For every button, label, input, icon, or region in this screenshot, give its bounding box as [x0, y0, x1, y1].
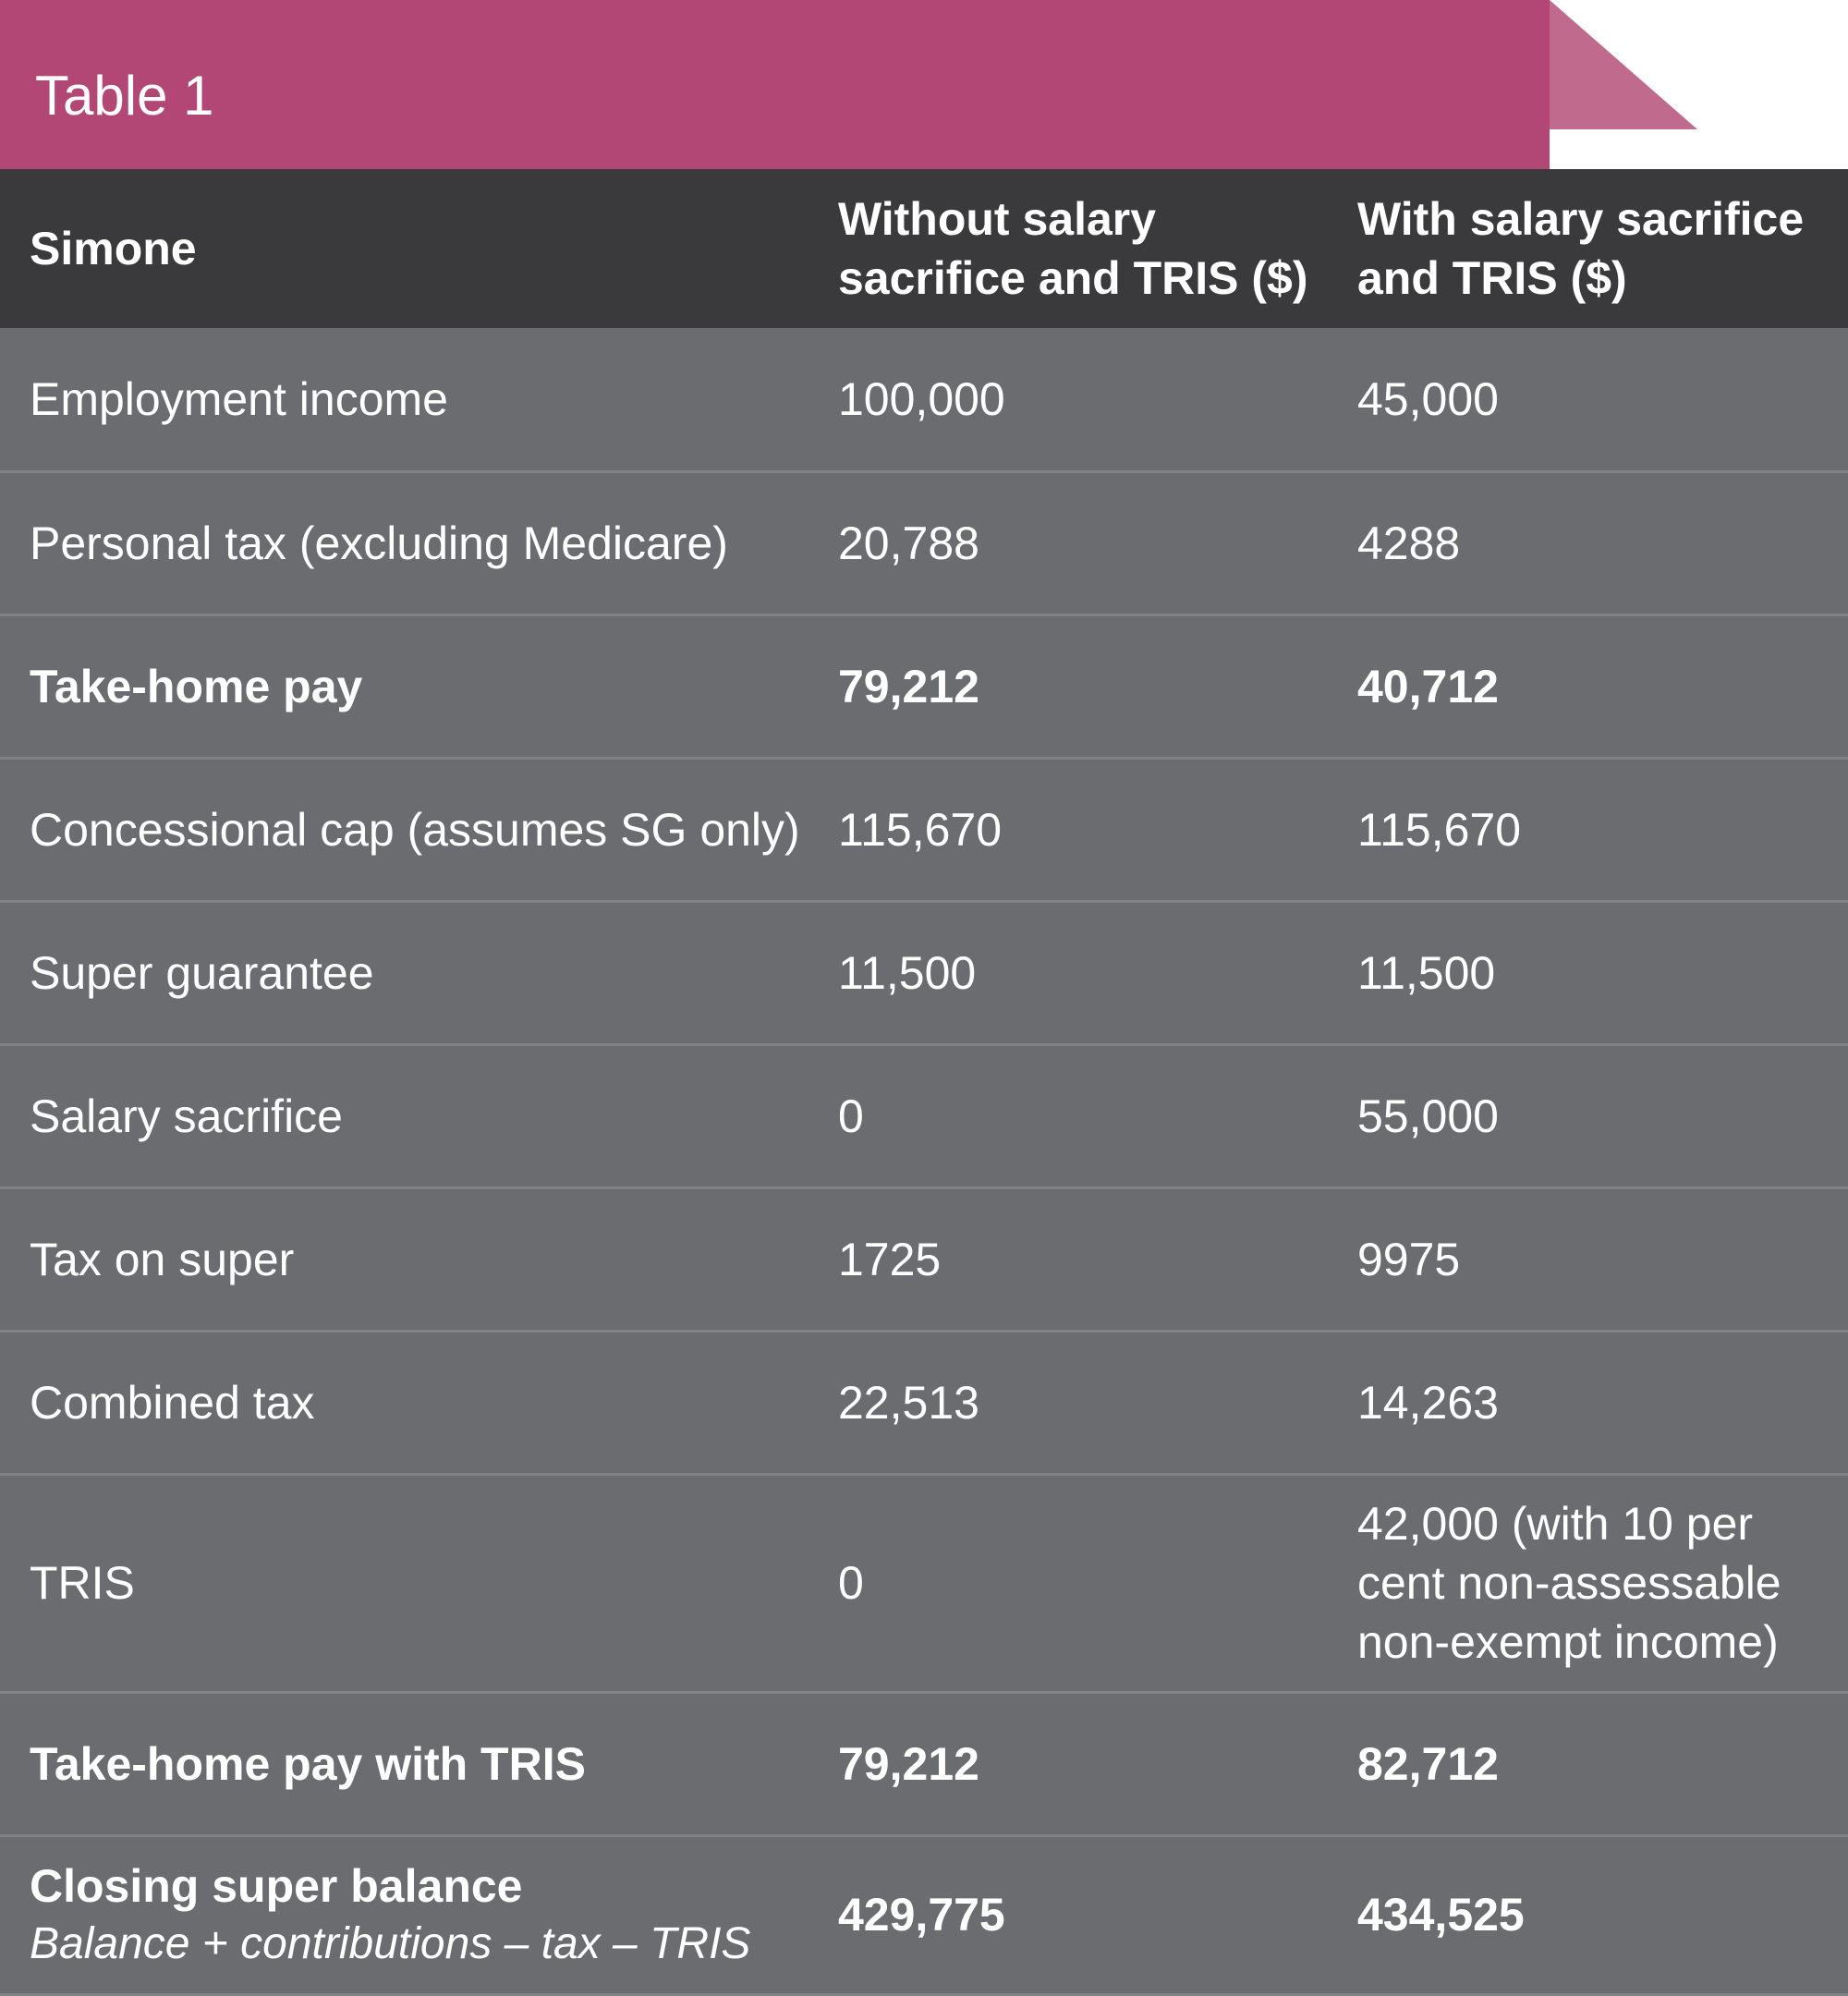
row-label: TRIS	[0, 1474, 808, 1694]
value-with: 14,263	[1328, 1331, 1848, 1476]
value-without: 0	[808, 1044, 1328, 1189]
table-row-salary-sacrifice: Salary sacrifice 0 55,000	[0, 1044, 1848, 1189]
value-without: 11,500	[808, 901, 1328, 1046]
value-with: 434,525	[1328, 1835, 1848, 1996]
row-label: Salary sacrifice	[0, 1044, 808, 1189]
value-without: 79,212	[808, 1692, 1328, 1837]
value-with: 55,000	[1328, 1044, 1848, 1189]
row-label-formula: Balance + contributions – tax – TRIS	[30, 1919, 751, 1968]
table-row-tax-on-super: Tax on super 1725 9975	[0, 1187, 1848, 1333]
value-with: 42,000 (with 10 per cent non-assessable …	[1328, 1474, 1848, 1694]
table-row-personal-tax: Personal tax (excluding Medicare) 20,788…	[0, 471, 1848, 616]
header-without-salary-sacrifice: Without salary sacrifice and TRIS ($)	[808, 169, 1328, 328]
row-label: Tax on super	[0, 1187, 808, 1333]
value-with: 9975	[1328, 1187, 1848, 1333]
table-row-super-guarantee: Super guarantee 11,500 11,500	[0, 901, 1848, 1046]
value-with: 40,712	[1328, 615, 1848, 760]
value-with: 82,712	[1328, 1692, 1848, 1837]
row-label: Super guarantee	[0, 901, 808, 1046]
value-without: 115,670	[808, 758, 1328, 903]
row-label: Take-home pay with TRIS	[0, 1692, 808, 1837]
table-row-employment-income: Employment income 100,000 45,000	[0, 328, 1848, 473]
value-with: 45,000	[1328, 328, 1848, 473]
value-without: 79,212	[808, 615, 1328, 760]
table-title: Table 1	[35, 65, 214, 127]
value-with: 115,670	[1328, 758, 1848, 903]
row-label: Take-home pay	[0, 615, 808, 760]
table-row-tris: TRIS 0 42,000 (with 10 per cent non-asse…	[0, 1474, 1848, 1694]
comparison-table: Simone Without salary sacrifice and TRIS…	[0, 169, 1848, 1996]
value-without: 100,000	[808, 328, 1328, 473]
value-without: 429,775	[808, 1835, 1328, 1996]
table-row-take-home-pay-with-tris: Take-home pay with TRIS 79,212 82,712	[0, 1692, 1848, 1837]
header-simone: Simone	[0, 169, 808, 328]
row-label: Combined tax	[0, 1331, 808, 1476]
row-label-main: Closing super balance	[30, 1860, 523, 1912]
row-label: Closing super balance Balance + contribu…	[0, 1835, 808, 1996]
table-banner: Table 1	[0, 0, 1848, 169]
header-with-salary-sacrifice: With salary sacrifice and TRIS ($)	[1328, 169, 1848, 328]
table-row-closing-super-balance: Closing super balance Balance + contribu…	[0, 1835, 1848, 1996]
table-row-concessional-cap: Concessional cap (assumes SG only) 115,6…	[0, 758, 1848, 903]
page-fold-corner	[1550, 0, 1697, 129]
value-without: 1725	[808, 1187, 1328, 1333]
value-with: 4288	[1328, 471, 1848, 616]
row-label: Personal tax (excluding Medicare)	[0, 471, 808, 616]
value-without: 20,788	[808, 471, 1328, 616]
row-label: Concessional cap (assumes SG only)	[0, 758, 808, 903]
banner-bar	[0, 0, 1696, 169]
value-without: 0	[808, 1474, 1328, 1694]
table-header-row: Simone Without salary sacrifice and TRIS…	[0, 169, 1848, 328]
table-row-take-home-pay: Take-home pay 79,212 40,712	[0, 615, 1848, 760]
value-without: 22,513	[808, 1331, 1328, 1476]
table-row-combined-tax: Combined tax 22,513 14,263	[0, 1331, 1848, 1476]
value-with: 11,500	[1328, 901, 1848, 1046]
row-label: Employment income	[0, 328, 808, 473]
